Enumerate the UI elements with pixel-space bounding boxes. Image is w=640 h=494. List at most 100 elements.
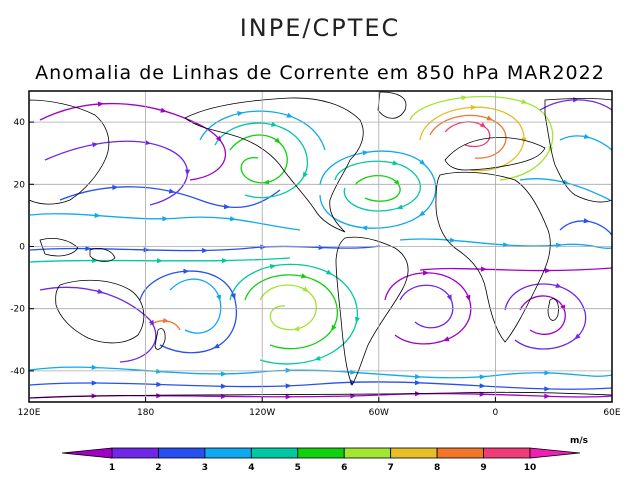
lon-tick-label: 120E bbox=[18, 408, 41, 418]
streamline-arrowhead bbox=[302, 171, 308, 179]
streamline-arrowhead bbox=[286, 112, 294, 118]
streamline-arrowhead bbox=[168, 188, 176, 194]
organization-title: INPE/CPTEC bbox=[239, 14, 401, 42]
streamline bbox=[419, 267, 612, 272]
streamline-arrowhead bbox=[392, 160, 399, 166]
streamline-arrowhead bbox=[293, 326, 300, 332]
streamline-arrowhead bbox=[573, 97, 580, 103]
streamline-arrowhead bbox=[479, 374, 486, 380]
streamline-arrowhead bbox=[112, 184, 119, 191]
streamline bbox=[259, 284, 317, 331]
streamline-arrowhead bbox=[325, 269, 333, 275]
streamline bbox=[504, 283, 587, 350]
colorbar-swatch bbox=[297, 447, 345, 459]
colorbar-label: 3 bbox=[202, 463, 208, 473]
streamline bbox=[29, 381, 612, 390]
streamline bbox=[519, 295, 566, 335]
coastline-africa bbox=[435, 171, 551, 343]
streamline-arrowhead bbox=[583, 218, 590, 224]
streamline bbox=[419, 106, 525, 172]
colorbar-label: 4 bbox=[248, 463, 254, 473]
streamline bbox=[29, 366, 612, 379]
lon-tick-label: 180 bbox=[137, 408, 154, 418]
streamline-arrowhead bbox=[423, 270, 430, 276]
streamline bbox=[429, 114, 507, 159]
streamline-arrowhead bbox=[156, 258, 163, 264]
colorbar-min-arrow bbox=[61, 447, 113, 459]
map-ticks: 40 20 0 -20 -40 120E 180 120W 60W 0 60E bbox=[10, 118, 621, 418]
streamline-arrowhead bbox=[285, 394, 292, 400]
streamline bbox=[399, 238, 612, 249]
coastline-madagascar bbox=[547, 298, 559, 321]
streamline-arrowhead bbox=[143, 247, 150, 253]
streamline-arrowhead bbox=[97, 288, 104, 294]
streamline-arrowhead bbox=[285, 383, 292, 389]
streamline-arrowhead bbox=[574, 333, 581, 340]
streamline-arrowhead bbox=[544, 393, 551, 399]
streamline bbox=[559, 220, 612, 236]
streamline-arrowhead bbox=[144, 139, 152, 146]
streamline bbox=[139, 270, 238, 354]
streamline-arrowhead bbox=[237, 111, 244, 117]
streamline-arrowhead bbox=[544, 386, 551, 392]
coastline-new-zealand bbox=[154, 328, 166, 350]
colorbar-label: 5 bbox=[295, 463, 301, 473]
coastline-australia bbox=[55, 279, 145, 344]
streamline-arrowhead bbox=[162, 317, 170, 324]
colorbar-swatch bbox=[390, 447, 438, 459]
colorbar-units: m/s bbox=[570, 436, 588, 446]
streamline-arrowhead bbox=[354, 316, 360, 324]
streamline-arrowhead bbox=[216, 294, 222, 302]
streamline-arrowhead bbox=[449, 237, 457, 243]
streamline-arrowhead bbox=[94, 212, 101, 218]
streamline-arrowhead bbox=[555, 242, 563, 248]
streamline-arrowhead bbox=[91, 257, 98, 264]
streamline-arrowhead bbox=[470, 104, 477, 110]
colorbar-swatch bbox=[111, 447, 159, 459]
colorbar-label: 6 bbox=[341, 463, 347, 473]
streamline bbox=[409, 95, 554, 181]
streamline-arrowhead bbox=[223, 204, 231, 210]
streamline-arrowhead bbox=[318, 244, 325, 250]
streamline-arrowhead bbox=[221, 258, 228, 264]
colorbar-swatch bbox=[343, 447, 392, 459]
streamline-arrowhead bbox=[331, 324, 337, 332]
lat-tick-label: -40 bbox=[10, 367, 25, 377]
streamline-arrowhead bbox=[156, 368, 163, 374]
streamline-arrowhead bbox=[202, 247, 209, 254]
streamline-arrowhead bbox=[544, 370, 551, 376]
coastline-south-america bbox=[335, 236, 409, 386]
streamline-arrowhead bbox=[486, 115, 493, 121]
streamline-arrowhead bbox=[414, 380, 421, 386]
streamline bbox=[29, 213, 301, 231]
lat-tick-label: -20 bbox=[10, 305, 25, 315]
streamline-arrowhead bbox=[442, 336, 450, 342]
streamline-arrowhead bbox=[274, 137, 281, 144]
colorbar-swatch bbox=[158, 447, 206, 459]
coastline-antarctica bbox=[29, 391, 612, 399]
streamline-arrowhead bbox=[263, 179, 270, 185]
streamline-arrowhead bbox=[184, 169, 191, 176]
lon-tick-label: 0 bbox=[493, 408, 499, 418]
streamline-arrowhead bbox=[362, 150, 369, 156]
lat-tick-label: 40 bbox=[14, 118, 26, 128]
coastline-east-asia bbox=[29, 99, 110, 205]
streamline-arrowhead bbox=[419, 159, 426, 166]
colorbar: m/s 1 2 3 4 5 6 7 8 9 10 bbox=[61, 436, 588, 473]
colorbar-swatch bbox=[204, 447, 252, 459]
streamline bbox=[199, 110, 326, 151]
colorbar-swatch bbox=[250, 447, 299, 459]
colorbar-max-arrow bbox=[529, 447, 581, 459]
streamline-arrowhead bbox=[162, 216, 169, 222]
streamline bbox=[229, 263, 358, 365]
streamline-arrowhead bbox=[220, 383, 227, 389]
coastline-asia bbox=[544, 98, 612, 203]
streamline bbox=[319, 150, 437, 229]
colorbar-label: 10 bbox=[524, 463, 537, 473]
streamline-arrowhead bbox=[544, 268, 551, 274]
streamline-arrowhead bbox=[361, 225, 368, 231]
streamline bbox=[334, 160, 422, 212]
streamline bbox=[244, 274, 338, 350]
lat-tick-label: 0 bbox=[19, 243, 25, 253]
